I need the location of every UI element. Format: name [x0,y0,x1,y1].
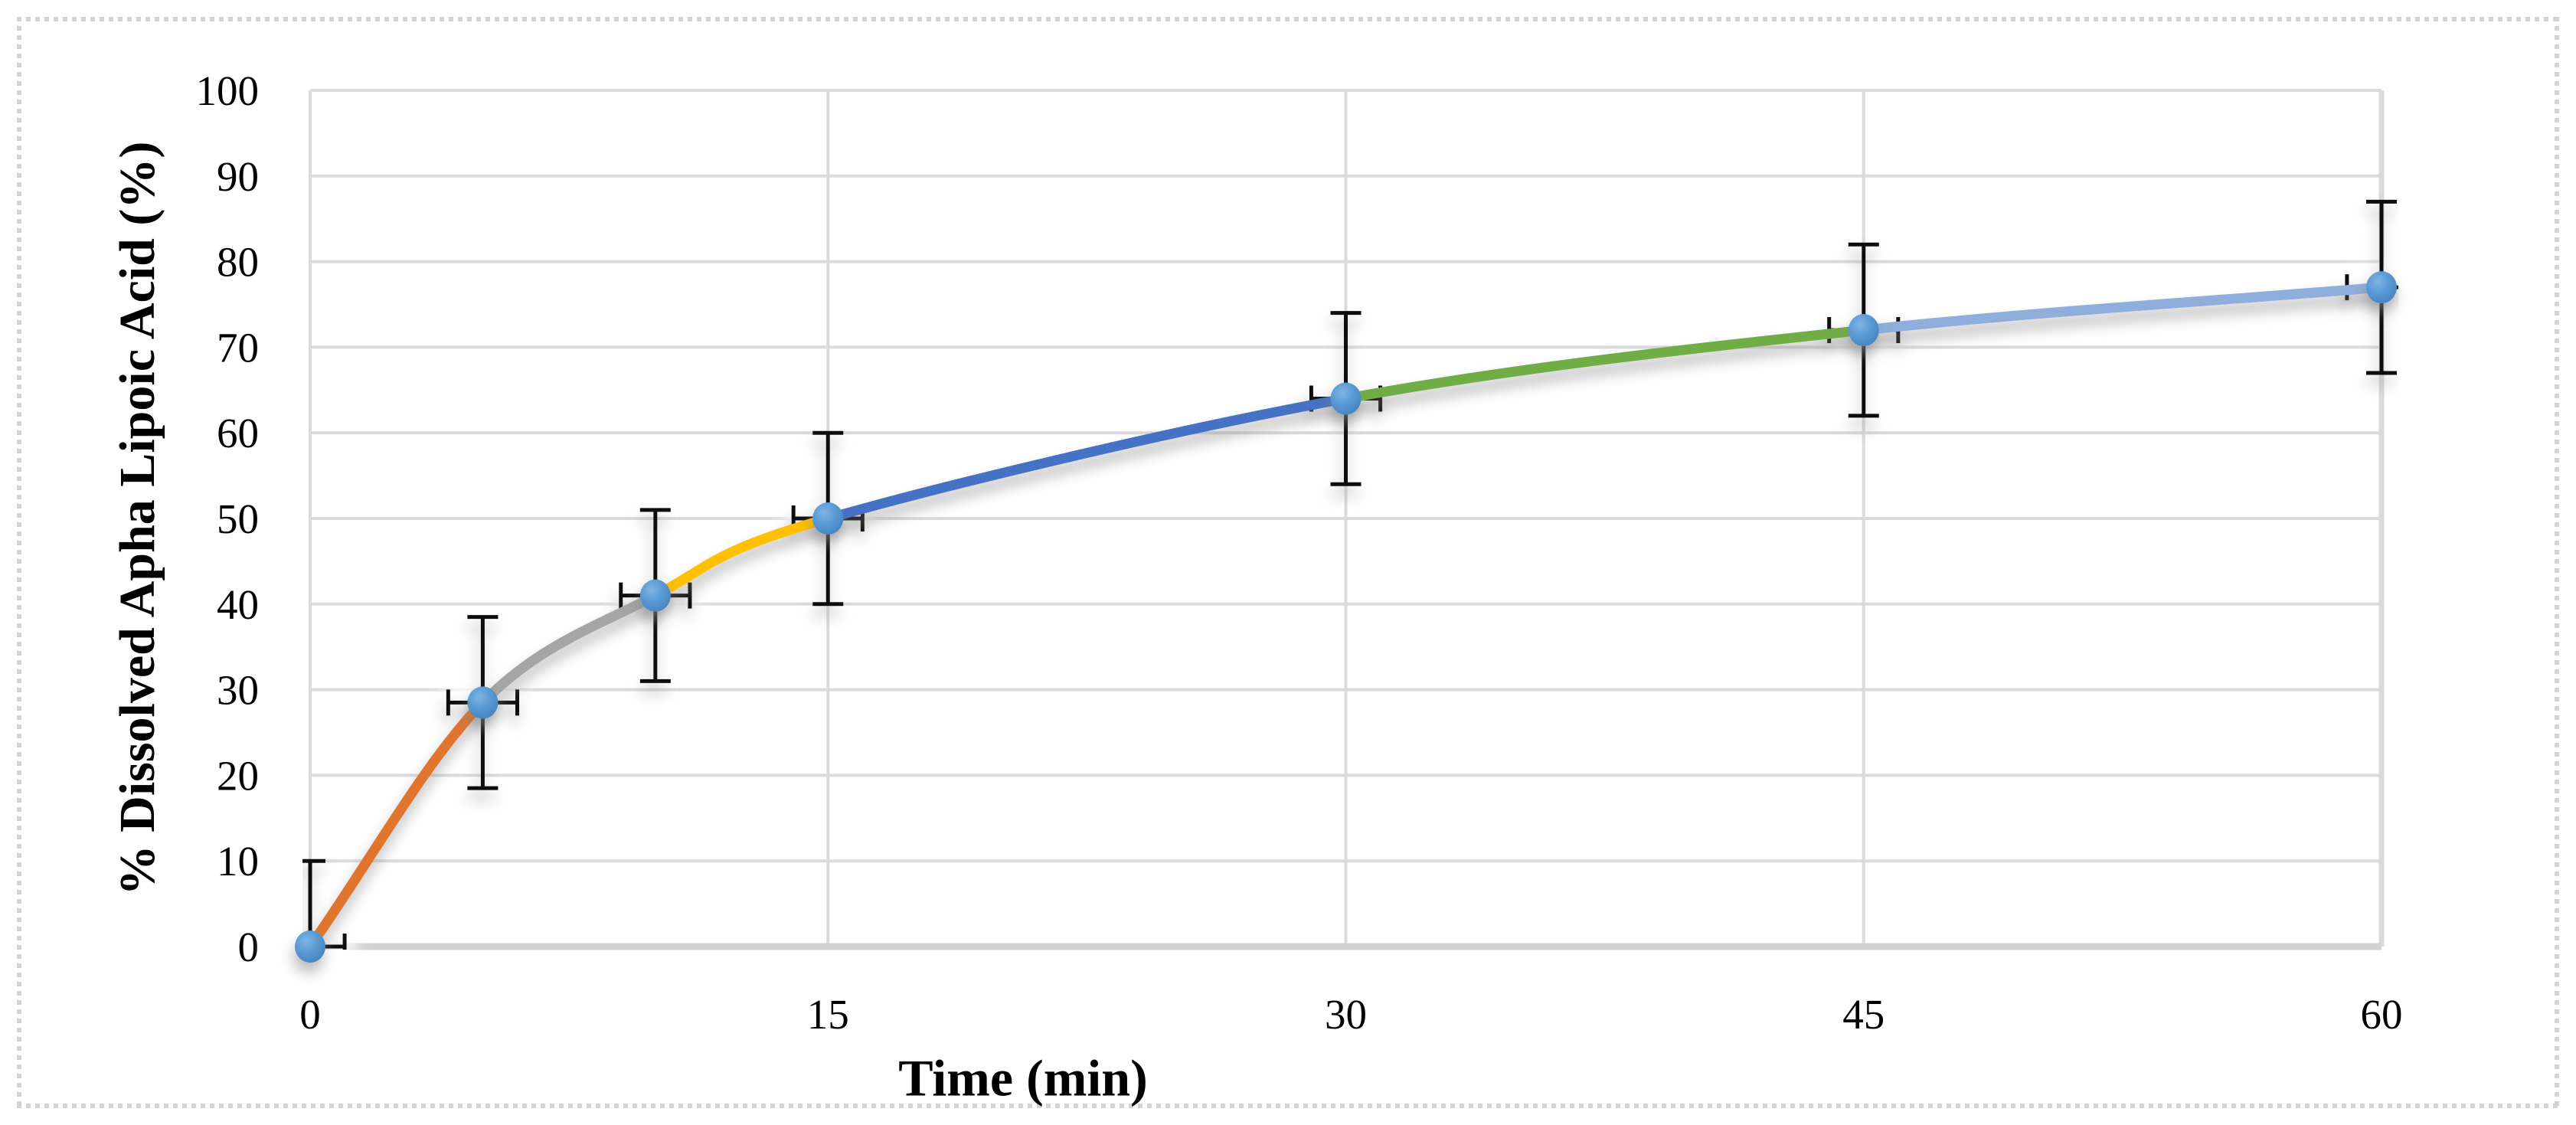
data-point-marker [1848,314,1879,347]
curve-segment [1858,282,2387,335]
y-tick-label: 0 [238,924,260,970]
y-tick-label: 80 [217,239,259,286]
x-tick-label: 60 [2361,991,2403,1038]
data-point-marker [1330,382,1362,415]
y-tick-label: 70 [217,324,259,371]
y-tick-label: 50 [217,495,259,542]
curve-segment [477,590,661,708]
y-tick-label: 100 [196,67,260,114]
y-tick-label: 90 [217,153,259,200]
gridlines [309,89,2385,950]
dissolution-curve [305,282,2387,950]
y-tick-label: 30 [217,667,259,714]
x-tick-labels: 0 15 30 45 60 [299,991,2402,1038]
y-axis-title: % Dissolved Apha Lipoic Acid (%) [110,141,165,896]
y-tick-label: 10 [217,838,259,885]
data-point-marker [2366,271,2397,304]
curve-segment [1341,325,1869,404]
y-tick-label: 20 [217,752,259,799]
data-point-marker [295,930,325,963]
x-tick-label: 45 [1842,991,1885,1038]
curve-segment [650,513,833,601]
y-tick-labels: 0 10 20 30 40 50 60 70 80 90 100 [196,67,260,970]
x-tick-label: 15 [807,991,849,1038]
data-point-marker [467,686,499,719]
figure-border [17,17,2559,1108]
data-markers [295,271,2397,963]
curve-segment [305,697,488,950]
curve-segment [822,393,1351,524]
x-tick-label: 30 [1325,991,1367,1038]
x-axis-title: Time (min) [898,1048,1148,1107]
y-tick-label: 60 [217,410,259,456]
x-tick-label: 0 [299,991,321,1038]
data-point-marker [812,502,844,535]
y-tick-label: 40 [217,581,259,628]
data-point-marker [639,579,671,612]
